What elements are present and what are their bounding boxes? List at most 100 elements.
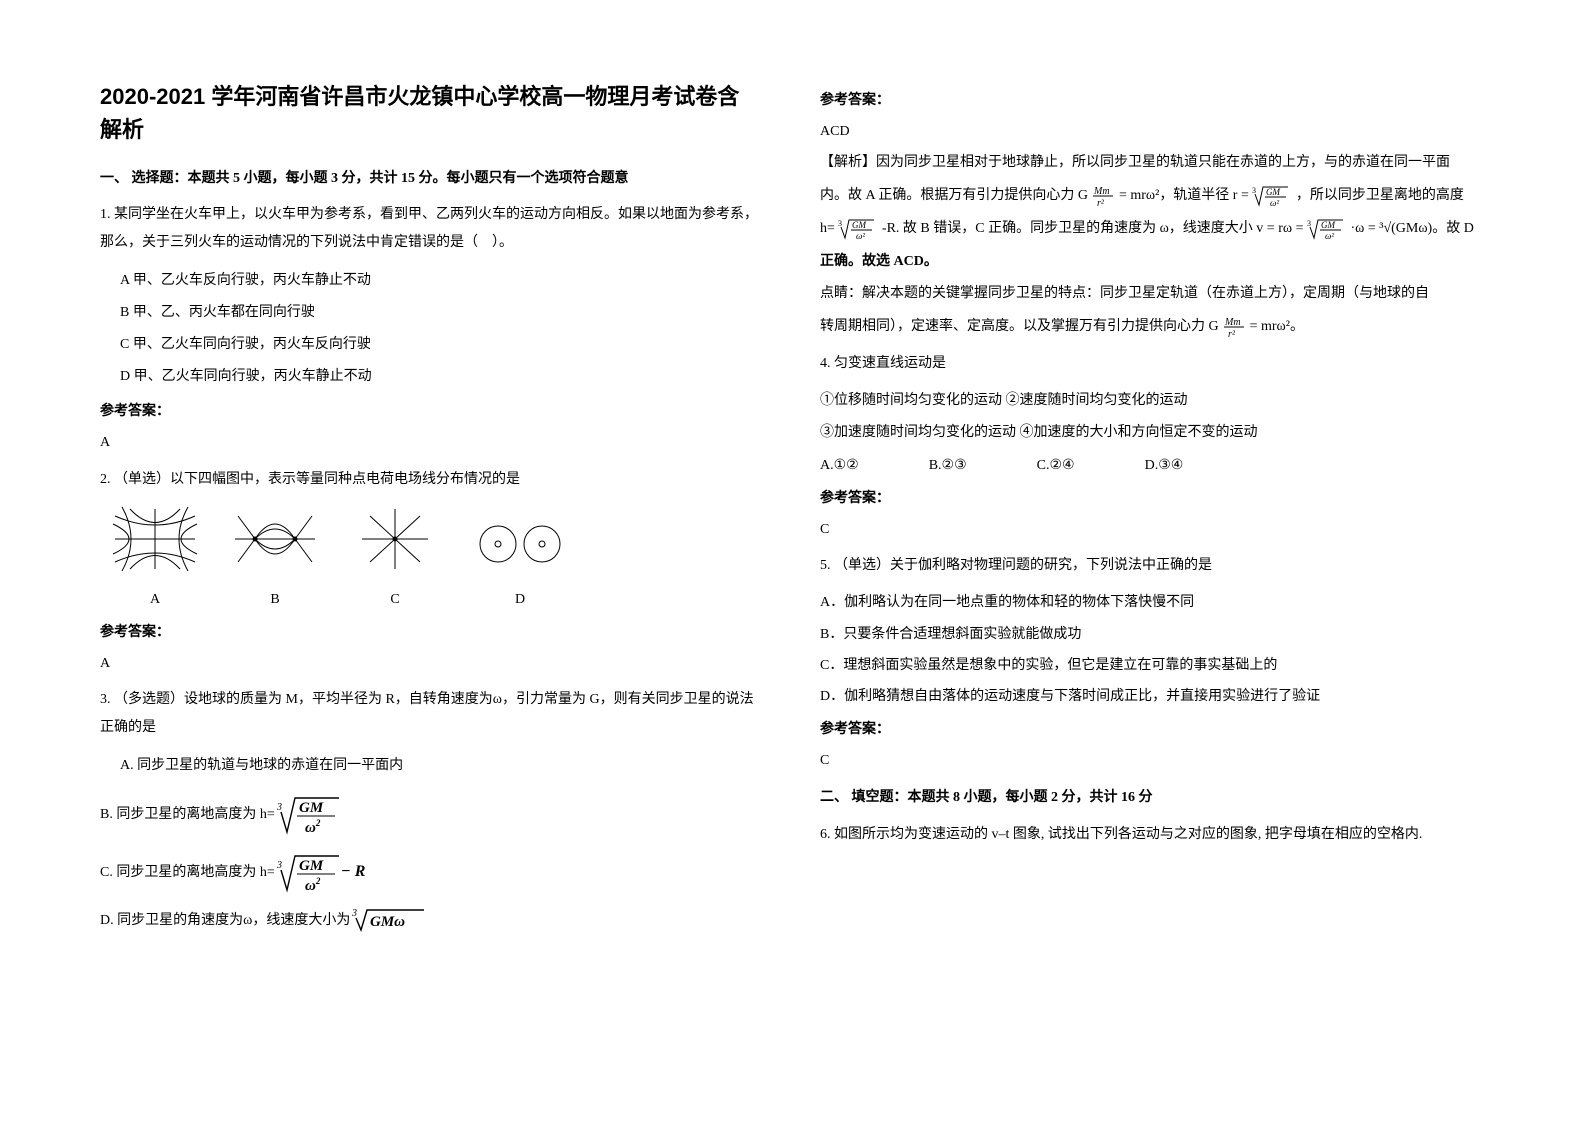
q3-hint-1: 点睛：解决本题的关键掌握同步卫星的特点：同步卫星定轨道（在赤道上方），定周期（与… [820,281,1480,308]
q3-optB: B. 同步卫星的离地高度为 h= 3 GM ω2 [100,790,760,838]
q1-stem: 1. 某同学坐在火车甲上，以火车甲为参考系，看到甲、乙两列火车的运动方向相反。如… [100,201,760,257]
q5-optA: A．伽利略认为在同一地点重的物体和轻的物体下落快慢不同 [820,590,1480,615]
right-column: 参考答案： ACD 【解析】因为同步卫星相对于地球静止，所以同步卫星的轨道只能在… [820,80,1480,944]
q6-stem: 6. 如图所示均为变速运动的 v–t 图象, 试找出下列各运动与之对应的图象, … [820,821,1480,849]
svg-text:GM: GM [852,220,866,230]
svg-text:3: 3 [276,860,282,871]
q2-figB-label: B [230,587,320,612]
cuberoot-small-icon: 3 GM ω² [1252,183,1292,209]
svg-text:3: 3 [276,802,282,813]
cuberoot-small2-icon: 3 GM ω² [838,216,878,242]
q1-optC: C 甲、乙火车同向行驶，丙火车反向行驶 [120,331,760,359]
q4-optB: B.②③ [929,453,967,478]
fieldline-figure-C-icon [350,504,440,574]
svg-text:3: 3 [838,219,842,228]
section2-header: 二、 填空题：本题共 8 小题，每小题 2 分，共计 16 分 [820,785,1480,810]
q3-answer: ACD [820,119,1480,144]
q2-answer-label: 参考答案： [100,620,760,645]
svg-text:GMω: GMω [370,914,405,930]
q3-analysis-3-pre: h= [820,221,835,236]
svg-text:ω2: ω2 [305,818,321,836]
q5-stem: 5. （单选）关于伽利略对物理问题的研究，下列说法中正确的是 [820,552,1480,580]
svg-text:ω²: ω² [1270,198,1279,208]
fieldline-figure-A-icon [110,504,200,574]
q2-figD: D [470,514,570,612]
q4-line1: ①位移随时间均匀变化的运动 ②速度随时间均匀变化的运动 [820,388,1480,413]
q5-optC: C．理想斜面实验虽然是想象中的实验，但它是建立在可靠的事实基础上的 [820,653,1480,678]
q3-stem: 3. （多选题）设地球的质量为 M，平均半径为 R，自转角速度为ω，引力常量为 … [100,686,760,742]
fieldline-figure-B-icon [230,504,320,574]
q4-optC: C.②④ [1037,453,1075,478]
q5-answer: C [820,748,1480,773]
svg-text:3: 3 [351,908,357,919]
svg-text:3: 3 [1307,219,1311,228]
fraction-Mm-r2-icon2: Mm r² [1222,315,1246,339]
q3-hint-2: 转周期相同），定速率、定高度。以及掌握万有引力提供向心力 G Mm r² = m… [820,314,1480,341]
q3-answer-label: 参考答案： [820,88,1480,113]
svg-text:ω²: ω² [856,231,865,241]
q3-analysis-1: 【解析】因为同步卫星相对于地球静止，所以同步卫星的轨道只能在赤道的上方，与的赤道… [820,150,1480,177]
q2-figB: B [230,504,320,612]
q3-analysis-2-post: ，所以同步卫星离地的高度 [1296,188,1464,203]
q3-optD-prefix: D. 同步卫星的角速度为ω，线速度大小为 [100,908,350,933]
svg-text:GM: GM [299,800,324,816]
cuberoot-GMw-formula-icon: 3 GMω [350,906,430,934]
q4-stem: 4. 匀变速直线运动是 [820,350,1480,378]
cuberoot-small3-icon: 3 GM ω² [1307,216,1347,242]
q3-analysis-2-pre: 内。故 A 正确。根据万有引力提供向心力 G [820,188,1088,203]
q3-optC: C. 同步卫星的离地高度为 h= 3 GM ω2 − R [100,848,760,896]
svg-text:ω2: ω2 [305,876,321,894]
q1-answer: A [100,430,760,455]
q3-optC-prefix: C. 同步卫星的离地高度为 h= [100,860,275,885]
q5-answer-label: 参考答案： [820,717,1480,742]
q2-figD-label: D [470,587,570,612]
q3-hint-2-pre: 转周期相同），定速率、定高度。以及掌握万有引力提供向心力 G [820,319,1219,334]
q1-optD: D 甲、乙火车同向行驶，丙火车静止不动 [120,363,760,391]
svg-text:GM: GM [299,858,324,874]
svg-text:− R: − R [341,863,366,880]
q4-optA: A.①② [820,453,859,478]
svg-text:GM: GM [1321,220,1335,230]
cuberoot-minus-R-formula-icon: 3 GM ω2 − R [275,848,375,896]
svg-text:GM: GM [1266,187,1280,197]
q4-line2: ③加速度随时间均匀变化的运动 ④加速度的大小和方向恒定不变的运动 [820,420,1480,445]
q1-optB: B 甲、乙、丙火车都在同向行驶 [120,299,760,327]
left-column: 2020-2021 学年河南省许昌市火龙镇中心学校高一物理月考试卷含解析 一、 … [100,80,760,944]
fieldline-figure-D-icon [470,514,570,574]
section1-header: 一、 选择题：本题共 5 小题，每小题 3 分，共计 15 分。每小题只有一个选… [100,166,760,191]
q1-optA: A 甲、乙火车反向行驶，丙火车静止不动 [120,267,760,295]
q2-stem: 2. （单选）以下四幅图中，表示等量同种点电荷电场线分布情况的是 [100,466,760,494]
q3-hint-2-post: = mrω²。 [1250,319,1304,334]
q3-optB-prefix: B. 同步卫星的离地高度为 h= [100,802,275,827]
q4-optD: D.③④ [1145,453,1184,478]
svg-text:3: 3 [1252,186,1256,195]
q3-optD: D. 同步卫星的角速度为ω，线速度大小为 3 GMω [100,906,760,934]
svg-text:ω²: ω² [1325,231,1334,241]
svg-text:Mm: Mm [1224,317,1241,328]
q2-figures: A [110,504,760,612]
svg-text:Mm: Mm [1093,186,1110,197]
q3-analysis-2: 内。故 A 正确。根据万有引力提供向心力 G Mm r² = mrω²，轨道半径… [820,183,1480,210]
q2-answer: A [100,651,760,676]
q5-optB: B．只要条件合适理想斜面实验就能做成功 [820,622,1480,647]
q3-analysis-4: 正确。故选 ACD。 [820,249,1480,276]
q4-options: A.①② B.②③ C.②④ D.③④ [820,453,1480,478]
q2-figC: C [350,504,440,612]
cuberoot-formula-icon: 3 GM ω2 [275,790,345,838]
svg-text:r²: r² [1228,329,1236,339]
q3-analysis-3-mid: -R. 故 B 错误，C 正确。同步卫星的角速度为 ω，线速度大小 v = rω… [882,221,1307,236]
q3-analysis-3: h= 3 GM ω² -R. 故 B 错误，C 正确。同步卫星的角速度为 ω，线… [820,216,1480,243]
q1-answer-label: 参考答案： [100,399,760,424]
svg-text:r²: r² [1097,198,1105,208]
q3-analysis-3-post: ·ω = ³√(GMω)。故 D [1350,221,1473,236]
q2-figC-label: C [350,587,440,612]
q5-optD: D．伽利略猜想自由落体的运动速度与下落时间成正比，并直接用实验进行了验证 [820,684,1480,709]
q4-answer: C [820,517,1480,542]
q3-analysis-2-mid: = mrω²，轨道半径 r = [1119,188,1252,203]
exam-title: 2020-2021 学年河南省许昌市火龙镇中心学校高一物理月考试卷含解析 [100,80,760,146]
q2-figA: A [110,504,200,612]
q4-answer-label: 参考答案： [820,486,1480,511]
q3-optA: A. 同步卫星的轨道与地球的赤道在同一平面内 [120,752,760,780]
q2-figA-label: A [110,587,200,612]
fraction-Mm-r2-icon: Mm r² [1091,184,1115,208]
